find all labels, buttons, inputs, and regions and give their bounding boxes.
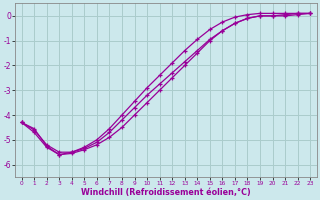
- X-axis label: Windchill (Refroidissement éolien,°C): Windchill (Refroidissement éolien,°C): [81, 188, 251, 197]
